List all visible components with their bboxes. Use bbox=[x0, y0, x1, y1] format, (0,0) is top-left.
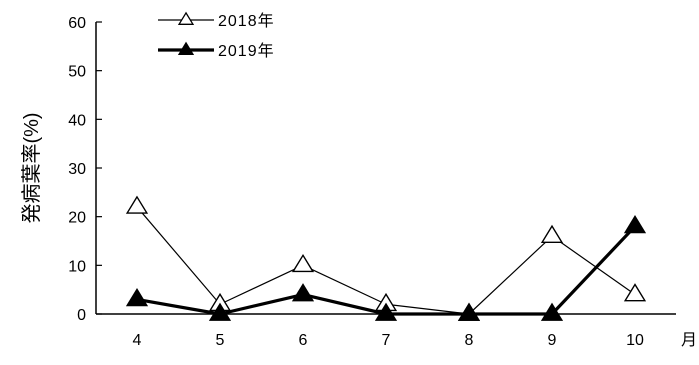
y-tick-label: 60 bbox=[68, 15, 86, 32]
legend-item-2: 2019年 bbox=[158, 41, 275, 60]
y-tick-label: 0 bbox=[77, 307, 86, 324]
y-tick-label: 40 bbox=[68, 112, 86, 129]
y-tick-label: 50 bbox=[68, 64, 86, 81]
x-tick-label: 9 bbox=[548, 332, 557, 349]
x-tick-label: 7 bbox=[382, 332, 391, 349]
x-tick-label: 10 bbox=[626, 332, 644, 349]
legend-marker bbox=[177, 41, 195, 55]
y-tick-label: 30 bbox=[68, 161, 86, 178]
axes bbox=[95, 22, 676, 315]
legend-marker bbox=[177, 11, 195, 25]
data-point bbox=[457, 302, 481, 321]
x-tick-label: 8 bbox=[465, 332, 474, 349]
data-point bbox=[291, 283, 315, 302]
data-point bbox=[125, 288, 149, 307]
data-point bbox=[291, 253, 315, 273]
data-point bbox=[374, 302, 398, 321]
y-tick-label: 20 bbox=[68, 210, 86, 227]
x-tick-label: 6 bbox=[299, 332, 308, 349]
legend-label: 2019年 bbox=[218, 42, 275, 60]
data-point bbox=[125, 195, 149, 214]
y-tick-label: 10 bbox=[68, 258, 86, 275]
legend-item-1: 2018年 bbox=[158, 11, 275, 30]
legend: 2018年 2019年 bbox=[158, 11, 275, 60]
data-point bbox=[623, 215, 647, 234]
legend-label: 2018年 bbox=[218, 12, 275, 30]
series bbox=[125, 195, 647, 321]
x-axis-title: 月 bbox=[681, 332, 697, 349]
data-point bbox=[540, 302, 564, 321]
series-2 bbox=[125, 215, 647, 321]
x-tick-label: 4 bbox=[133, 332, 142, 349]
x-tick-label: 5 bbox=[216, 332, 225, 349]
ticks: 0 10 20 30 40 50 60 4 5 6 7 8 9 10 bbox=[68, 15, 644, 349]
series-1 bbox=[125, 195, 647, 321]
data-point bbox=[623, 283, 647, 302]
data-point bbox=[208, 302, 232, 321]
data-point bbox=[540, 224, 564, 243]
y-axis-title: 発病葉率(%) bbox=[20, 112, 43, 223]
